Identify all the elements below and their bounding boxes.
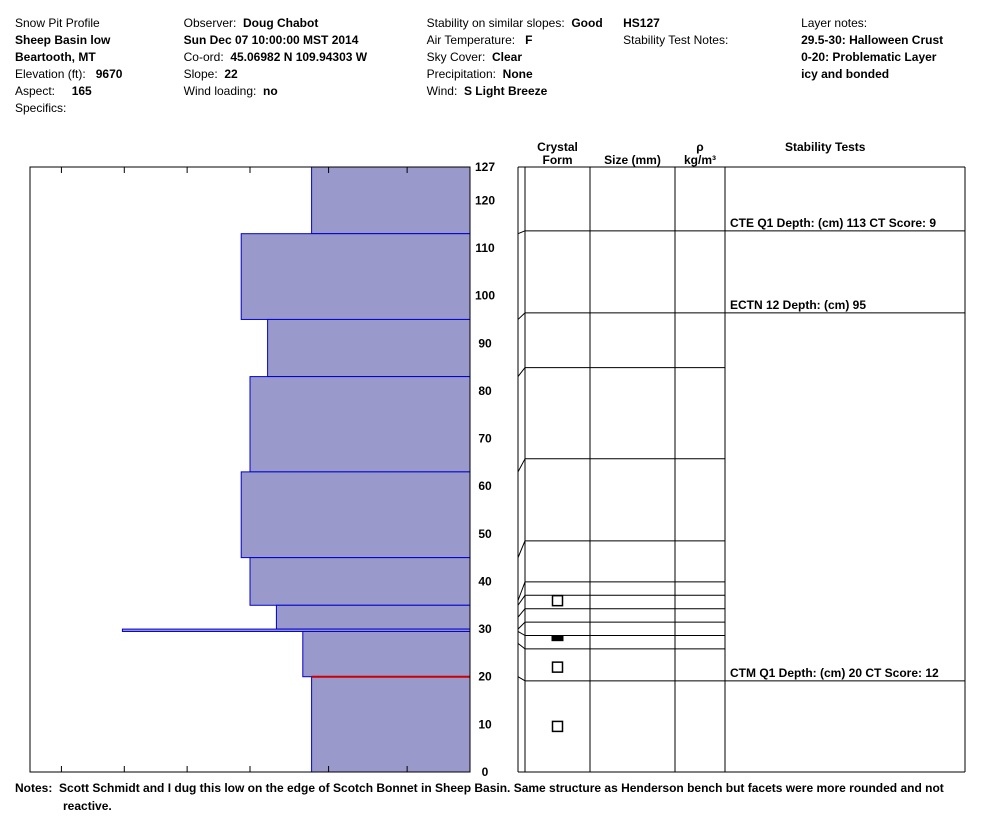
svg-text:K: K bbox=[120, 775, 129, 777]
wind-loading-value: no bbox=[263, 84, 278, 98]
snow-profile-chart: I K P 1F 4F F 0 10 20 30 40 50 60 70 80 90 100 110 120 127 C… bbox=[15, 137, 975, 777]
svg-text:70: 70 bbox=[478, 432, 492, 446]
svg-text:110: 110 bbox=[475, 241, 495, 255]
layer-note-3: icy and bonded bbox=[801, 66, 959, 83]
svg-text:90: 90 bbox=[478, 336, 492, 350]
svg-text:120: 120 bbox=[475, 193, 495, 207]
svg-text:ρ: ρ bbox=[696, 140, 703, 154]
layer-notes-label: Layer notes: bbox=[801, 15, 959, 32]
wind-loading-label: Wind loading: bbox=[184, 84, 257, 98]
header-col-5: Layer notes: 29.5-30: Halloween Crust 0-… bbox=[801, 15, 959, 117]
coord-label: Co-ord: bbox=[184, 50, 224, 64]
precip-value: None bbox=[503, 67, 533, 81]
stability-value: Good bbox=[571, 16, 602, 30]
wind-value: S Light Breeze bbox=[464, 84, 547, 98]
observer-label: Observer: bbox=[184, 16, 237, 30]
precip-label: Precipitation: bbox=[427, 67, 496, 81]
sky-row: Sky Cover: Clear bbox=[427, 49, 604, 66]
air-temp-row: Air Temperature: F bbox=[427, 32, 604, 49]
layer-note-1: 29.5-30: Halloween Crust bbox=[801, 32, 959, 49]
svg-text:80: 80 bbox=[478, 384, 492, 398]
svg-text:Crystal: Crystal bbox=[537, 140, 578, 154]
svg-text:30: 30 bbox=[478, 622, 492, 636]
svg-text:CTM Q1 Depth: (cm) 20 CT Score: CTM Q1 Depth: (cm) 20 CT Score: 12 bbox=[730, 666, 939, 680]
aspect-value: 165 bbox=[72, 84, 92, 98]
coord-value: 45.06982 N 109.94303 W bbox=[230, 50, 367, 64]
sky-value: Clear bbox=[492, 50, 522, 64]
svg-text:50: 50 bbox=[478, 527, 492, 541]
svg-text:ECTN 12 Depth: (cm) 95: ECTN 12 Depth: (cm) 95 bbox=[730, 298, 866, 312]
air-temp-label: Air Temperature: bbox=[427, 33, 515, 47]
svg-text:10: 10 bbox=[478, 717, 492, 731]
svg-text:0: 0 bbox=[482, 765, 489, 777]
notes-text-1: Scott Schmidt and I dug this low on the … bbox=[59, 781, 944, 795]
svg-text:kg/m³: kg/m³ bbox=[684, 153, 716, 167]
test-notes-label: Stability Test Notes: bbox=[623, 32, 781, 49]
svg-text:4F: 4F bbox=[322, 775, 336, 777]
stability-label: Stability on similar slopes: bbox=[427, 16, 565, 30]
svg-text:P: P bbox=[183, 775, 191, 777]
wind-label: Wind: bbox=[427, 84, 458, 98]
svg-text:F: F bbox=[403, 775, 410, 777]
observer-value: Doug Chabot bbox=[243, 16, 318, 30]
header: Snow Pit Profile Sheep Basin low Beartoo… bbox=[15, 15, 979, 117]
svg-text:20: 20 bbox=[478, 670, 492, 684]
elevation-value: 9670 bbox=[96, 67, 123, 81]
svg-text:I: I bbox=[60, 775, 63, 777]
svg-text:60: 60 bbox=[478, 479, 492, 493]
elevation-row: Elevation (ft): 9670 bbox=[15, 66, 164, 83]
air-temp-value: F bbox=[525, 33, 532, 47]
svg-text:1F: 1F bbox=[243, 775, 257, 777]
pit-name: Sheep Basin low bbox=[15, 32, 164, 49]
observer-row: Observer: Doug Chabot bbox=[184, 15, 407, 32]
header-col-1: Snow Pit Profile Sheep Basin low Beartoo… bbox=[15, 15, 164, 117]
wind-loading-row: Wind loading: no bbox=[184, 83, 407, 100]
svg-text:Size (mm): Size (mm) bbox=[604, 153, 661, 167]
svg-text:Stability Tests: Stability Tests bbox=[785, 140, 866, 154]
precip-row: Precipitation: None bbox=[427, 66, 604, 83]
svg-text:100: 100 bbox=[475, 289, 495, 303]
wind-row: Wind: S Light Breeze bbox=[427, 83, 604, 100]
svg-text:Form: Form bbox=[543, 153, 573, 167]
header-col-4: HS127 Stability Test Notes: bbox=[623, 15, 781, 117]
header-col-2: Observer: Doug Chabot Sun Dec 07 10:00:0… bbox=[184, 15, 407, 117]
coord-row: Co-ord: 45.06982 N 109.94303 W bbox=[184, 49, 407, 66]
sky-label: Sky Cover: bbox=[427, 50, 486, 64]
slope-row: Slope: 22 bbox=[184, 66, 407, 83]
layer-note-2: 0-20: Problematic Layer bbox=[801, 49, 959, 66]
svg-text:127: 127 bbox=[475, 160, 495, 174]
hs-value: HS127 bbox=[623, 15, 781, 32]
notes-line-1: Notes: Scott Schmidt and I dug this low … bbox=[15, 781, 979, 795]
specifics-label: Specifics: bbox=[15, 100, 164, 117]
main-chart-area: I K P 1F 4F F 0 10 20 30 40 50 60 70 80 90 100 110 120 127 C… bbox=[15, 137, 979, 777]
elevation-label: Elevation (ft): bbox=[15, 67, 86, 81]
stability-row: Stability on similar slopes: Good bbox=[427, 15, 604, 32]
svg-text:CTE Q1 Depth: (cm) 113 CT Scor: CTE Q1 Depth: (cm) 113 CT Score: 9 bbox=[730, 216, 936, 230]
profile-title-label: Snow Pit Profile bbox=[15, 15, 164, 32]
svg-text:40: 40 bbox=[478, 574, 492, 588]
notes-label: Notes: bbox=[15, 781, 52, 795]
aspect-row: Aspect: 165 bbox=[15, 83, 164, 100]
slope-value: 22 bbox=[224, 67, 237, 81]
header-col-3: Stability on similar slopes: Good Air Te… bbox=[427, 15, 604, 117]
slope-label: Slope: bbox=[184, 67, 218, 81]
aspect-label: Aspect: bbox=[15, 84, 55, 98]
date-value: Sun Dec 07 10:00:00 MST 2014 bbox=[184, 32, 407, 49]
pit-location: Beartooth, MT bbox=[15, 49, 164, 66]
notes-line-2: reactive. bbox=[63, 799, 979, 813]
